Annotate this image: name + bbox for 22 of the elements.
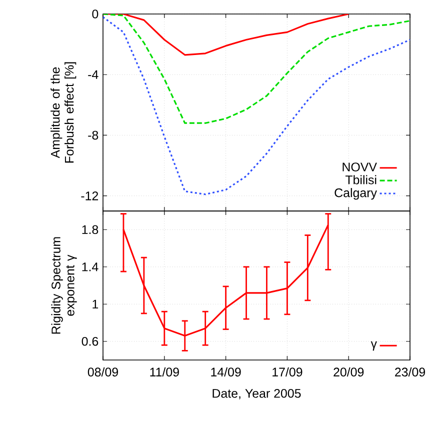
- x-tick-label: 11/09: [150, 367, 179, 376]
- x-tick-label: 14/09: [211, 367, 241, 376]
- y-tick-label: -8: [88, 130, 98, 140]
- legend-label: γ: [370, 341, 377, 351]
- legend-label: Calgary: [334, 188, 377, 200]
- legend-label: Tbilisi: [345, 175, 376, 184]
- y-tick-label: -4: [88, 70, 98, 79]
- y-tick-label: 0: [92, 10, 98, 18]
- y-tick-label: 1: [92, 300, 98, 308]
- x-tick-label: 08/09: [88, 367, 118, 376]
- y-tick-label: 1.4: [82, 262, 98, 272]
- y-axis-title: Rigidity Spectrum exponent γ: [51, 237, 77, 334]
- y-tick-label: 1.8: [82, 225, 98, 234]
- x-axis-title: Date, Year 2005: [212, 388, 301, 400]
- x-tick-label: 20/09: [334, 367, 364, 376]
- y-tick-label: 0.6: [82, 336, 98, 346]
- x-tick-label: 23/09: [395, 367, 425, 376]
- line-series: [103, 14, 410, 124]
- y-tick-label: -12: [81, 192, 98, 200]
- x-tick-label: 17/09: [272, 367, 302, 376]
- legend-label: NOVV: [342, 162, 377, 172]
- y-axis-title: Amplitude of the Forbush effect [%]: [50, 62, 76, 163]
